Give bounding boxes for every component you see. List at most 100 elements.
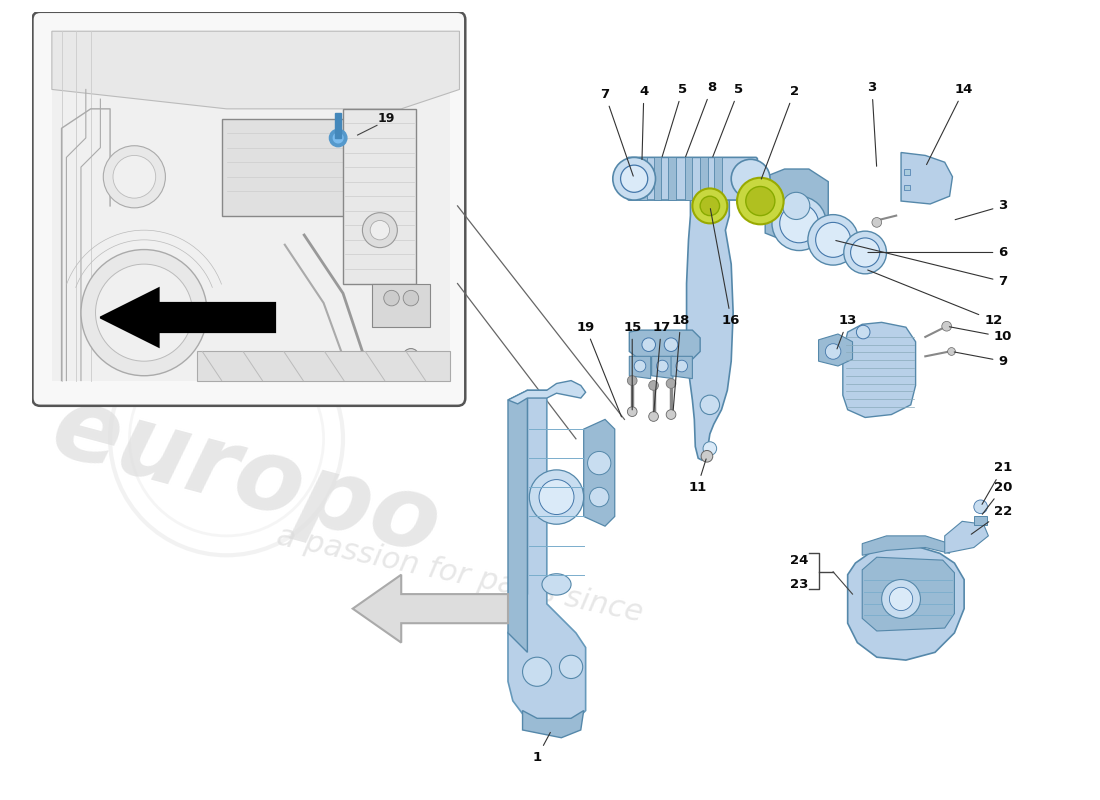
FancyBboxPatch shape xyxy=(32,12,465,406)
Text: europo: europo xyxy=(42,379,451,576)
Circle shape xyxy=(635,360,646,372)
Text: 15: 15 xyxy=(623,321,641,410)
Text: 10: 10 xyxy=(949,326,1012,343)
Bar xyxy=(639,158,647,200)
Circle shape xyxy=(701,450,713,462)
Polygon shape xyxy=(843,322,915,418)
Circle shape xyxy=(649,412,659,422)
Circle shape xyxy=(96,264,192,361)
Polygon shape xyxy=(862,558,955,631)
Text: 4: 4 xyxy=(639,85,649,159)
Bar xyxy=(222,118,348,216)
Circle shape xyxy=(113,155,156,198)
Polygon shape xyxy=(522,710,584,738)
Polygon shape xyxy=(848,546,964,660)
Polygon shape xyxy=(945,522,989,554)
Text: 13: 13 xyxy=(837,314,857,349)
Bar xyxy=(701,158,708,200)
Text: 21: 21 xyxy=(982,462,1012,504)
Circle shape xyxy=(81,250,207,376)
Text: 18: 18 xyxy=(672,314,690,410)
Circle shape xyxy=(590,487,609,506)
Text: 11: 11 xyxy=(689,459,706,494)
Circle shape xyxy=(384,290,399,306)
Circle shape xyxy=(667,410,675,419)
Polygon shape xyxy=(100,288,275,346)
Text: 6: 6 xyxy=(868,246,1008,259)
Circle shape xyxy=(657,360,668,372)
Circle shape xyxy=(815,222,850,258)
Circle shape xyxy=(404,349,419,364)
Polygon shape xyxy=(508,381,585,404)
Bar xyxy=(974,517,988,525)
Circle shape xyxy=(746,186,774,216)
Bar xyxy=(653,158,661,200)
Bar xyxy=(372,283,430,327)
Circle shape xyxy=(539,479,574,514)
Circle shape xyxy=(782,192,810,219)
Polygon shape xyxy=(197,351,450,381)
Circle shape xyxy=(844,231,887,274)
Polygon shape xyxy=(671,356,692,378)
Text: 3: 3 xyxy=(955,199,1008,220)
Text: 24: 24 xyxy=(790,554,808,566)
Polygon shape xyxy=(862,536,949,555)
Text: 9: 9 xyxy=(954,352,1008,368)
Text: 19: 19 xyxy=(576,321,621,417)
Polygon shape xyxy=(584,419,615,526)
Text: 3: 3 xyxy=(867,81,877,166)
Text: 2: 2 xyxy=(761,85,799,179)
Circle shape xyxy=(872,218,881,227)
Circle shape xyxy=(529,470,584,524)
Circle shape xyxy=(780,204,818,242)
Text: 5: 5 xyxy=(713,83,744,157)
Circle shape xyxy=(333,133,343,143)
Text: 19: 19 xyxy=(378,112,395,125)
Circle shape xyxy=(404,290,419,306)
Circle shape xyxy=(732,159,770,198)
Polygon shape xyxy=(651,356,673,378)
Text: 14: 14 xyxy=(926,83,974,165)
Bar xyxy=(343,109,416,283)
Circle shape xyxy=(642,338,656,351)
Text: 8: 8 xyxy=(685,81,716,157)
Polygon shape xyxy=(353,574,508,642)
Polygon shape xyxy=(686,182,733,460)
Circle shape xyxy=(947,347,956,355)
Circle shape xyxy=(587,451,610,474)
Bar xyxy=(336,113,341,138)
Text: 16: 16 xyxy=(711,209,740,327)
Bar xyxy=(684,158,692,200)
Circle shape xyxy=(371,221,389,240)
Polygon shape xyxy=(52,31,460,109)
Bar xyxy=(714,158,722,200)
Text: 22: 22 xyxy=(971,505,1012,534)
Polygon shape xyxy=(818,334,852,366)
Circle shape xyxy=(701,196,719,216)
Circle shape xyxy=(772,196,826,250)
Polygon shape xyxy=(901,153,953,204)
Text: 5: 5 xyxy=(662,83,688,157)
Circle shape xyxy=(627,406,637,417)
Circle shape xyxy=(627,376,637,386)
Circle shape xyxy=(692,189,727,223)
Circle shape xyxy=(807,214,858,265)
Polygon shape xyxy=(629,356,651,378)
Circle shape xyxy=(857,326,870,339)
Circle shape xyxy=(890,587,913,610)
Ellipse shape xyxy=(542,574,571,595)
Circle shape xyxy=(737,178,783,224)
Text: 1: 1 xyxy=(532,733,550,764)
Circle shape xyxy=(942,322,952,331)
Bar xyxy=(668,158,675,200)
Polygon shape xyxy=(508,390,585,730)
Circle shape xyxy=(881,579,921,618)
Polygon shape xyxy=(508,390,527,652)
Circle shape xyxy=(103,146,165,208)
Text: 23: 23 xyxy=(790,578,808,591)
Circle shape xyxy=(620,165,648,192)
Circle shape xyxy=(825,344,840,359)
Bar xyxy=(904,169,910,175)
Bar xyxy=(904,185,910,190)
Circle shape xyxy=(649,381,659,390)
